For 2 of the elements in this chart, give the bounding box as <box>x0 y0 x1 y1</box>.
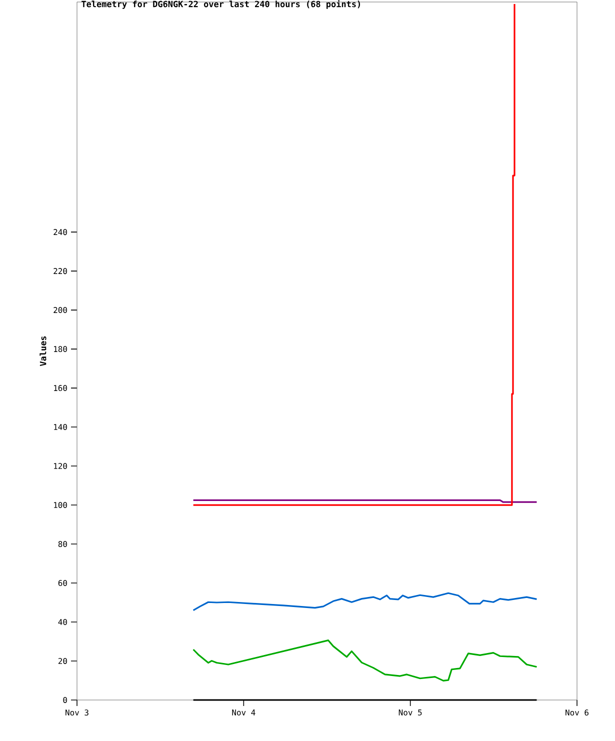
y-axis-title: Values <box>40 336 46 366</box>
chart-title: Telemetry for DG6NGK-22 over last 240 hours (68 points) <box>82 0 360 9</box>
